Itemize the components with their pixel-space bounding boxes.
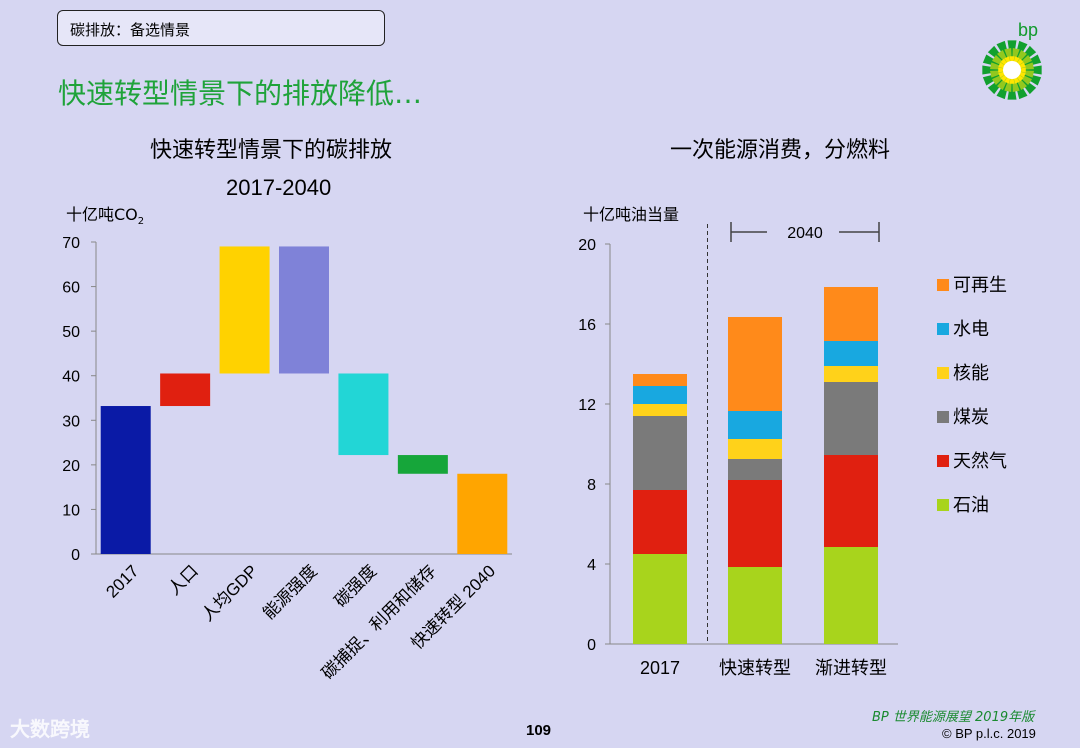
energy-y-tick-label: 16 — [578, 317, 596, 334]
energy-bar-segment — [824, 382, 878, 455]
legend-swatch — [937, 455, 949, 467]
energy-y-tick-label: 4 — [587, 557, 596, 574]
emissions-bar — [397, 455, 448, 474]
emissions-bar — [160, 373, 211, 407]
emissions-category-label: 2017 — [102, 561, 142, 601]
publication-name: BP 世界能源展望 2019年版 — [872, 710, 1035, 725]
emissions-y-tick-label: 60 — [62, 280, 80, 297]
energy-y-tick-label: 8 — [587, 477, 596, 494]
legend-label: 水电 — [953, 319, 989, 339]
emissions-category-label: 碳捕捉、利用和储存 — [318, 561, 440, 683]
bracket-label: 2040 — [787, 225, 823, 242]
emissions-y-tick-label: 10 — [62, 502, 80, 519]
emissions-category-label: 人口 — [164, 561, 201, 598]
emissions-y-tick-label: 50 — [62, 324, 80, 341]
energy-y-tick-label: 12 — [578, 397, 596, 414]
energy-bar-segment — [824, 547, 878, 644]
energy-bar-segment — [824, 366, 878, 382]
energy-category-label: 渐进转型 — [815, 658, 887, 678]
emissions-y-tick-label: 40 — [62, 369, 80, 386]
energy-y-axis-unit: 十亿吨油当量 — [583, 205, 680, 224]
emissions-bar — [338, 373, 389, 456]
energy-bar-segment — [633, 490, 687, 554]
emissions-category-label: 碳强度 — [331, 561, 380, 610]
emissions-category-label: 能源强度 — [259, 561, 321, 623]
legend-label: 核能 — [953, 363, 989, 383]
emissions-y-tick-label: 30 — [62, 413, 80, 430]
emissions-chart-subtitle: 2017-2040 — [226, 175, 332, 200]
energy-y-tick-label: 0 — [587, 637, 596, 654]
energy-bar-segment — [728, 459, 782, 480]
page-number: 109 — [526, 722, 552, 739]
energy-bar-segment — [728, 411, 782, 439]
bp-logo-text: bp — [1018, 20, 1039, 40]
emissions-y-tick-label: 0 — [71, 547, 80, 564]
emissions-bar — [219, 246, 270, 374]
emissions-y-tick-label: 20 — [62, 458, 80, 475]
bp-helios-logo-icon — [982, 40, 1042, 100]
legend-swatch — [937, 411, 949, 423]
legend-label: 石油 — [953, 495, 989, 515]
energy-bar-segment — [824, 341, 878, 366]
energy-bar-segment — [728, 480, 782, 567]
legend-swatch — [937, 499, 949, 511]
energy-bar-segment — [728, 317, 782, 411]
energy-category-label: 快速转型 — [719, 658, 791, 678]
energy-bar-segment — [633, 374, 687, 386]
emissions-category-label: 人均GDP — [198, 561, 262, 625]
emissions-bar — [279, 246, 329, 374]
section-tag-text: 碳排放：备选情景 — [70, 21, 191, 39]
logo-ray — [1007, 40, 1017, 70]
legend-label: 煤炭 — [953, 407, 989, 427]
emissions-y-axis-unit: 十亿吨CO2 — [66, 205, 145, 228]
slide-headline: 快速转型情景下的排放降低… — [58, 77, 423, 110]
emissions-y-tick-label: 70 — [62, 235, 80, 252]
legend-swatch — [937, 367, 949, 379]
logo-ray — [1012, 65, 1042, 75]
copyright-notice: © BP p.l.c. 2019 — [942, 726, 1036, 741]
logo-ray — [982, 65, 1012, 75]
energy-bar-segment — [633, 554, 687, 644]
legend-label: 天然气 — [953, 451, 1007, 471]
legend-label: 可再生 — [953, 275, 1007, 295]
energy-bar-segment — [633, 386, 687, 404]
energy-bar-segment — [728, 567, 782, 644]
legend-swatch — [937, 323, 949, 335]
energy-bar-segment — [633, 404, 687, 416]
watermark: 大数跨境 — [10, 717, 90, 741]
energy-y-tick-label: 20 — [578, 237, 596, 254]
energy-category-label: 2017 — [640, 658, 680, 678]
emissions-bar — [457, 473, 508, 554]
energy-bar-segment — [824, 455, 878, 547]
logo-center — [1003, 61, 1021, 79]
energy-bar-segment — [728, 439, 782, 459]
emissions-bar — [100, 406, 151, 554]
legend-swatch — [937, 279, 949, 291]
energy-bar-segment — [633, 416, 687, 490]
section-tag: 碳排放：备选情景 — [57, 10, 385, 46]
emissions-chart-title: 快速转型情景下的碳排放 — [150, 138, 393, 163]
logo-ray — [1007, 70, 1017, 100]
energy-chart-title: 一次能源消费，分燃料 — [670, 138, 891, 163]
energy-bar-segment — [824, 287, 878, 341]
